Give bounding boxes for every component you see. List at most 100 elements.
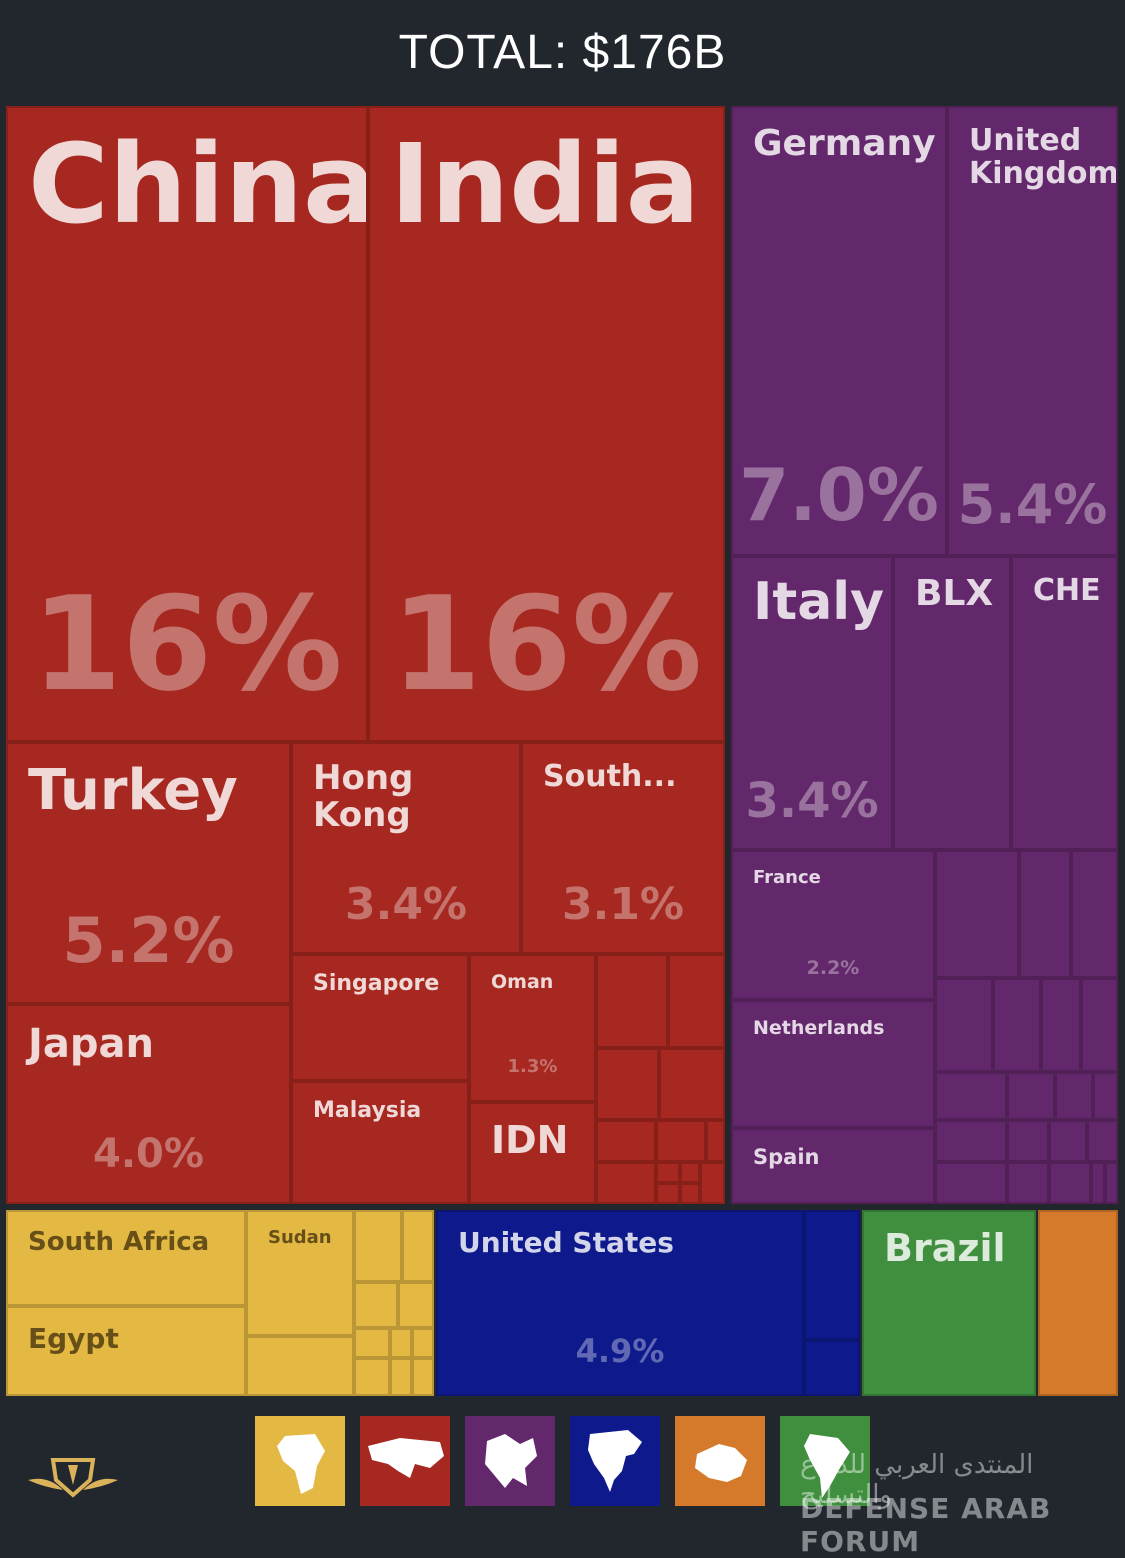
cell-value: 5.4% — [957, 473, 1108, 536]
watermark-latin-text: DEFENSE ARAB FORUM — [800, 1492, 1052, 1558]
treemap-cell-minor — [680, 1162, 700, 1183]
treemap-cell-che: CHE — [1011, 556, 1118, 850]
treemap-cell-minor — [656, 1162, 680, 1183]
treemap-cell-minor — [1038, 1210, 1118, 1396]
treemap-cell-minor — [1007, 1162, 1049, 1204]
legend-tile-south-america — [780, 1416, 870, 1506]
treemap-cell-blx: BLX — [893, 556, 1011, 850]
treemap-cell-minor — [935, 850, 1019, 978]
cell-label: CHE — [1033, 573, 1101, 608]
treemap-cell-minor — [680, 1183, 700, 1204]
cell-label: United States — [458, 1226, 674, 1259]
cell-label: BLX — [915, 573, 994, 614]
treemap-cell-minor — [390, 1358, 412, 1396]
treemap-cell-minor — [412, 1328, 434, 1358]
treemap-cell-minor — [1007, 1120, 1049, 1162]
treemap-cell-minor — [596, 1120, 656, 1162]
europe-map-icon — [485, 1434, 537, 1488]
treemap-cell-netherlands: Netherlands — [731, 1000, 935, 1128]
treemap-cell-united-kingdom: United Kingdom 5.4% — [947, 106, 1118, 556]
cell-label: South... — [543, 759, 677, 794]
cell-label: France — [753, 867, 821, 888]
cell-value: 3.1% — [561, 879, 685, 930]
treemap-cell-minor — [412, 1358, 434, 1396]
treemap-cell-minor — [398, 1282, 434, 1328]
cell-label: Japan — [28, 1021, 154, 1067]
watermark-arabic-text: المنتدى العربي للدفاع والتسليح — [800, 1450, 1034, 1510]
treemap-cell-minor — [1071, 850, 1118, 978]
cell-label: United Kingdom — [969, 123, 1118, 191]
oceania-map-icon — [695, 1444, 747, 1482]
treemap-cell-minor — [596, 1048, 659, 1120]
treemap-cell-idn: IDN — [469, 1102, 596, 1204]
legend-tile-asia — [360, 1416, 450, 1506]
africa-map-icon — [277, 1434, 325, 1494]
treemap-cell-minor — [1049, 1120, 1087, 1162]
treemap-cell-minor — [1093, 1072, 1118, 1120]
cell-label: Brazil — [884, 1226, 1006, 1270]
cell-value: 3.4% — [745, 773, 879, 829]
cell-label: South Africa — [28, 1227, 210, 1257]
asia-map-icon — [368, 1438, 444, 1478]
cell-label: Spain — [753, 1145, 820, 1169]
treemap-cell-minor — [596, 1162, 656, 1204]
treemap-cell-south: South... 3.1% — [521, 742, 725, 954]
legend-tile-europe — [465, 1416, 555, 1506]
treemap-cell-brazil: Brazil — [862, 1210, 1036, 1396]
treemap-cell-minor — [1049, 1162, 1091, 1204]
treemap-cell-minor — [354, 1210, 402, 1282]
cell-label: Italy — [753, 572, 885, 632]
cell-label: Turkey — [28, 758, 238, 823]
treemap-cell-sudan: Sudan — [246, 1210, 354, 1336]
treemap-cell-minor — [390, 1328, 412, 1358]
south-america-map-icon — [804, 1434, 850, 1498]
treemap-cell-malaysia: Malaysia — [291, 1081, 469, 1204]
treemap-cell-spain: Spain — [731, 1128, 935, 1204]
region-legend — [0, 1400, 1125, 1529]
chart-title: TOTAL: $176B — [398, 25, 727, 79]
treemap-cell-minor — [354, 1358, 390, 1396]
treemap-cell-minor — [935, 1072, 1007, 1120]
cell-label: Sudan — [268, 1227, 332, 1248]
treemap-cell-minor — [935, 1162, 1007, 1204]
cell-label: Oman — [491, 971, 554, 993]
treemap-cell-minor — [700, 1162, 725, 1204]
treemap-cell-minor — [804, 1210, 860, 1340]
treemap-cell-minor — [1041, 978, 1081, 1072]
treemap-cell-minor — [354, 1328, 390, 1358]
treemap-cell-minor — [1007, 1072, 1055, 1120]
legend-tile-north-america — [570, 1416, 660, 1506]
cell-label: Singapore — [313, 971, 440, 996]
treemap-cell-minor — [706, 1120, 725, 1162]
treemap-cell-egypt: Egypt — [6, 1306, 246, 1396]
treemap-cell-minor — [1081, 978, 1118, 1072]
legend-tile-oceania — [675, 1416, 765, 1506]
treemap-cell-minor — [656, 1120, 706, 1162]
cell-value: 16% — [390, 568, 703, 720]
treemap-cell-minor — [246, 1336, 354, 1396]
treemap-cell-oman: Oman 1.3% — [469, 954, 596, 1102]
treemap-cell-italy: Italy 3.4% — [731, 556, 893, 850]
cell-value: 4.0% — [93, 1131, 204, 1177]
treemap-cell-germany: Germany 7.0% — [731, 106, 947, 556]
cell-label: China — [28, 120, 368, 248]
treemap-cell-minor — [1055, 1072, 1093, 1120]
cell-value: 7.0% — [739, 453, 939, 537]
watermark: المنتدى العربي للدفاع والتسليح DEFENSE A… — [800, 1440, 1120, 1558]
north-america-map-icon — [588, 1430, 642, 1492]
treemap-cell-turkey: Turkey 5.2% — [6, 742, 291, 1004]
cell-label: Malaysia — [313, 1098, 422, 1123]
treemap-cell-south-africa: South Africa — [6, 1210, 246, 1306]
treemap-cell-minor — [354, 1282, 398, 1328]
treemap-cell-japan: Japan 4.0% — [6, 1004, 291, 1204]
treemap-cell-minor — [1105, 1162, 1118, 1204]
treemap-cell-united-states: United States 4.9% — [436, 1210, 804, 1396]
cell-label: IDN — [491, 1118, 569, 1162]
cell-value: 3.4% — [344, 879, 468, 930]
legend-tile-africa — [255, 1416, 345, 1506]
cell-value: 1.3% — [507, 1056, 558, 1077]
treemap-cell-singapore: Singapore — [291, 954, 469, 1081]
treemap-cell-france: France 2.2% — [731, 850, 935, 1000]
treemap-cell-india: India 16% — [368, 106, 725, 742]
